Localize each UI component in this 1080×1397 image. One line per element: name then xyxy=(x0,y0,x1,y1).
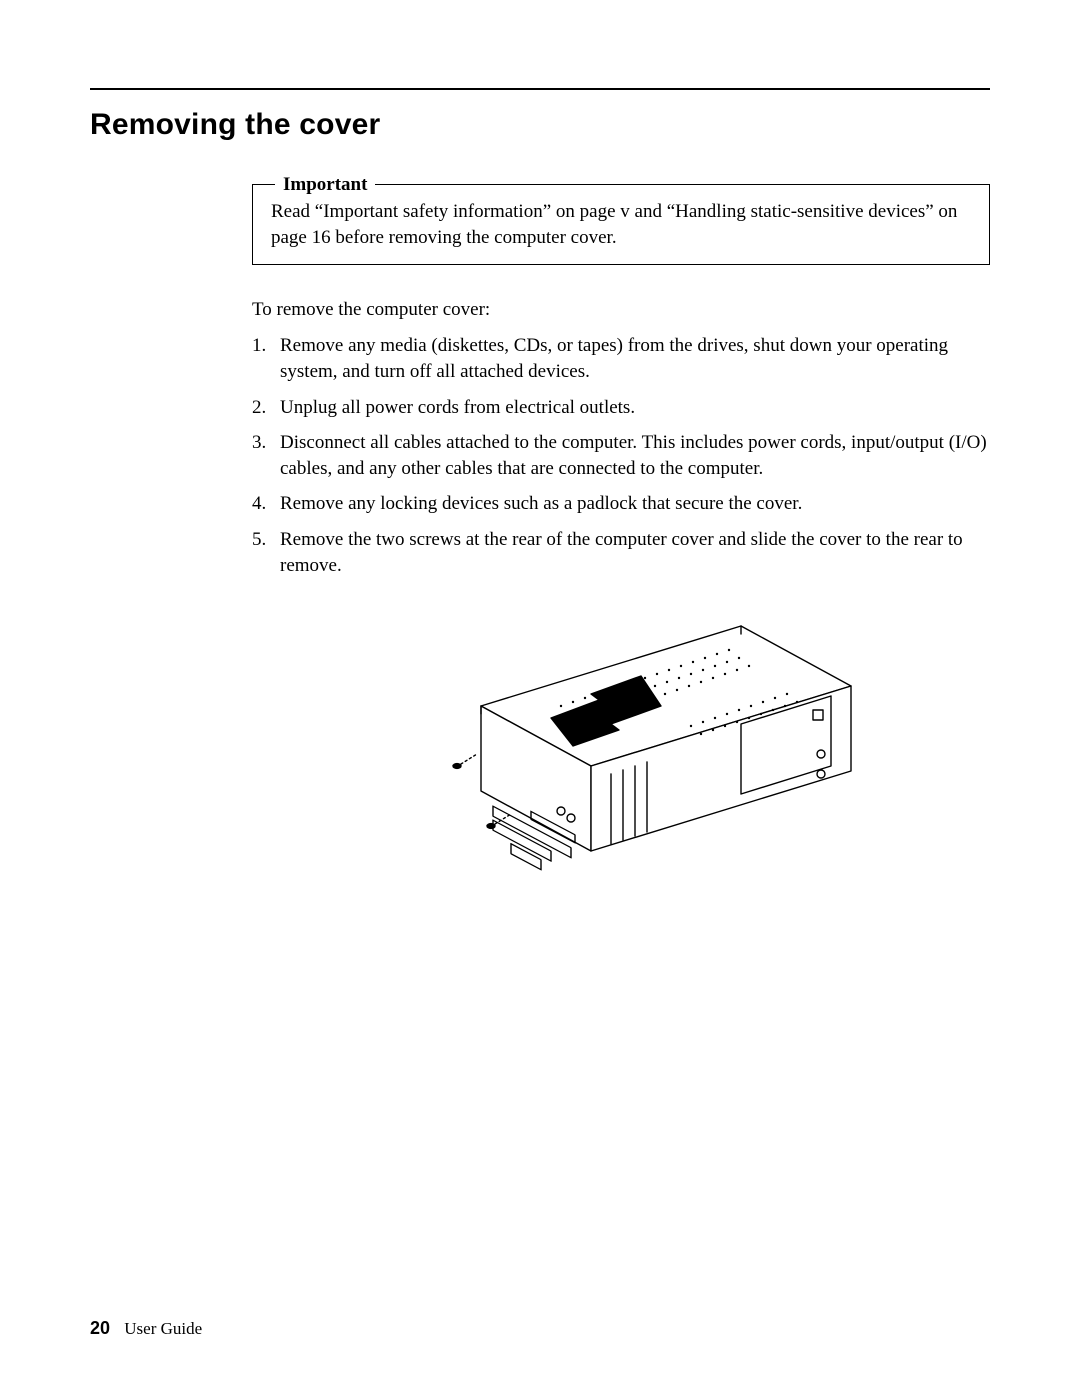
top-rule xyxy=(90,88,990,90)
steps-list: Remove any media (diskettes, CDs, or tap… xyxy=(252,333,990,578)
list-item: Remove the two screws at the rear of the… xyxy=(252,527,990,578)
content-column: Important Read “Important safety informa… xyxy=(252,184,990,921)
step-text: Remove any media (diskettes, CDs, or tap… xyxy=(280,335,948,382)
page-footer: 20 User Guide xyxy=(90,1318,202,1339)
important-callout: Important Read “Important safety informa… xyxy=(252,184,990,265)
step-text: Remove any locking devices such as a pad… xyxy=(280,493,802,514)
list-item: Disconnect all cables attached to the co… xyxy=(252,430,990,481)
step-text: Disconnect all cables attached to the co… xyxy=(280,432,987,479)
footer-doc-title: User Guide xyxy=(124,1319,202,1338)
list-item: Unplug all power cords from electrical o… xyxy=(252,395,990,421)
computer-case-icon xyxy=(361,596,881,916)
cover-removal-figure xyxy=(361,596,881,921)
page-body: Removing the cover Important Read “Impor… xyxy=(90,88,990,921)
callout-text: Read “Important safety information” on p… xyxy=(271,201,957,248)
page-title: Removing the cover xyxy=(90,108,990,142)
step-text: Unplug all power cords from electrical o… xyxy=(280,397,635,418)
list-item: Remove any media (diskettes, CDs, or tap… xyxy=(252,333,990,384)
page-number: 20 xyxy=(90,1318,110,1338)
callout-title: Important xyxy=(275,172,375,198)
step-text: Remove the two screws at the rear of the… xyxy=(280,529,963,576)
intro-text: To remove the computer cover: xyxy=(252,299,990,321)
list-item: Remove any locking devices such as a pad… xyxy=(252,491,990,517)
